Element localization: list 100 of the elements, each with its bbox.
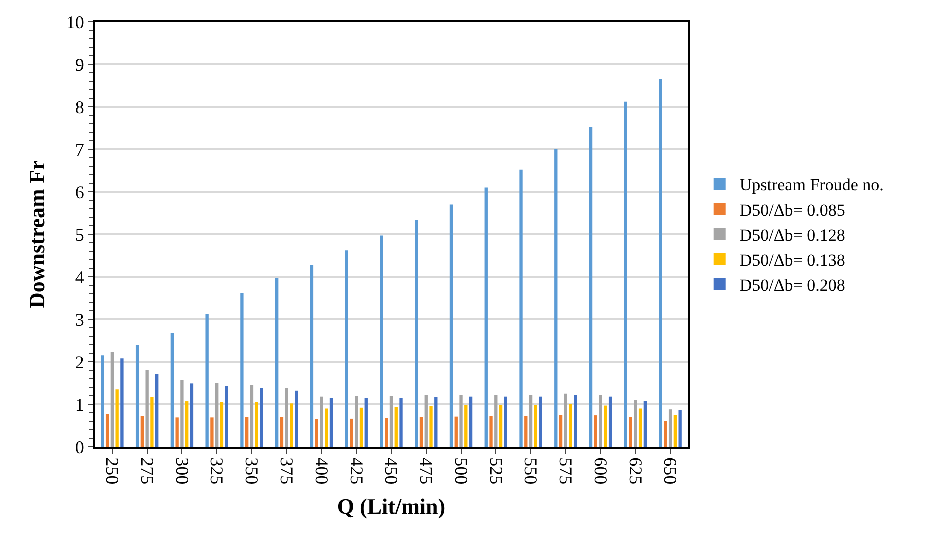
bar (659, 79, 662, 447)
y-tick-label: 6 (75, 182, 84, 202)
bar (599, 395, 602, 447)
bar (564, 394, 568, 447)
bar (504, 396, 508, 447)
bar (120, 358, 124, 447)
bar (415, 220, 418, 447)
bar (260, 388, 264, 447)
bar (240, 293, 244, 447)
bar (310, 266, 314, 447)
y-tick-label: 7 (75, 140, 84, 160)
bar (385, 418, 388, 447)
y-tick-label: 1 (75, 394, 84, 415)
bar (106, 414, 110, 447)
bar (176, 418, 179, 447)
bar (534, 405, 538, 447)
bar (101, 356, 104, 447)
bar (246, 417, 249, 447)
bar (430, 406, 433, 447)
x-tick-label: 575 (556, 458, 576, 485)
bar (390, 396, 394, 447)
bar (678, 410, 682, 447)
x-tick-label: 300 (172, 458, 192, 485)
bar (250, 385, 254, 447)
bar (469, 396, 473, 447)
bar (170, 333, 174, 447)
bar (210, 418, 214, 447)
y-tick-label: 2 (75, 352, 84, 372)
bar (608, 396, 612, 447)
bar (345, 250, 348, 447)
x-tick-label: 550 (521, 458, 542, 485)
x-axis-title: Q (Lit/min) (337, 494, 446, 519)
bar (569, 404, 572, 447)
bar (280, 417, 284, 447)
y-tick-label: 10 (66, 12, 84, 32)
legend-label: Upstream Froude no. (740, 176, 884, 195)
legend-label: D50/Δb= 0.208 (740, 276, 846, 296)
bar (150, 397, 154, 447)
y-tick-label: 9 (75, 54, 84, 75)
bar (220, 402, 224, 447)
bar (574, 395, 578, 447)
x-tick-label: 425 (346, 458, 367, 485)
bar (434, 397, 438, 447)
bar (156, 374, 159, 447)
bar (140, 416, 144, 447)
bar (355, 396, 358, 447)
bar (529, 395, 533, 447)
x-tick-label: 350 (242, 458, 262, 485)
x-tick-label: 400 (312, 458, 332, 485)
bar (330, 398, 334, 447)
bar (629, 417, 632, 447)
bar (638, 408, 642, 447)
y-tick-label: 4 (75, 267, 84, 288)
bar (450, 204, 454, 447)
bar (604, 406, 608, 447)
legend-label: D50/Δb= 0.138 (740, 250, 846, 270)
bar (285, 388, 288, 447)
bar (494, 395, 498, 447)
bar (420, 417, 424, 447)
y-tick-label: 8 (75, 97, 84, 118)
x-tick-label: 650 (660, 458, 681, 485)
bar (624, 102, 628, 447)
bar (290, 404, 294, 447)
bar (276, 278, 279, 447)
bar (225, 386, 228, 447)
x-tick-label: 325 (207, 458, 228, 485)
bar (325, 408, 328, 447)
x-tick-label: 275 (137, 458, 158, 485)
y-tick-label: 5 (75, 224, 84, 245)
bar (116, 390, 119, 447)
bar (186, 402, 189, 447)
bar (539, 396, 542, 447)
bar (180, 380, 184, 447)
bar (394, 407, 398, 447)
x-tick-label: 375 (277, 458, 297, 485)
bar (644, 401, 648, 447)
bar (464, 405, 468, 447)
bar (400, 398, 403, 447)
x-tick-label: 475 (416, 458, 437, 485)
bar (668, 410, 672, 447)
bar (320, 396, 324, 447)
x-tick-label: 600 (590, 458, 611, 485)
bar (424, 395, 428, 447)
bar (190, 384, 194, 447)
bar (295, 390, 298, 447)
bar (110, 352, 114, 447)
x-tick-label: 450 (382, 458, 402, 485)
legend-label: D50/Δb= 0.128 (740, 226, 846, 245)
bar (499, 405, 503, 447)
bar (255, 402, 258, 447)
bar (524, 416, 528, 447)
bar (136, 345, 140, 447)
bar (364, 398, 368, 447)
y-axis-title: Downstream Fr (24, 160, 50, 309)
bar (559, 415, 563, 447)
bar (350, 418, 354, 447)
bar (589, 127, 593, 447)
legend-label: D50/Δb= 0.085 (740, 200, 846, 220)
bar (315, 419, 318, 447)
bar (460, 395, 463, 447)
